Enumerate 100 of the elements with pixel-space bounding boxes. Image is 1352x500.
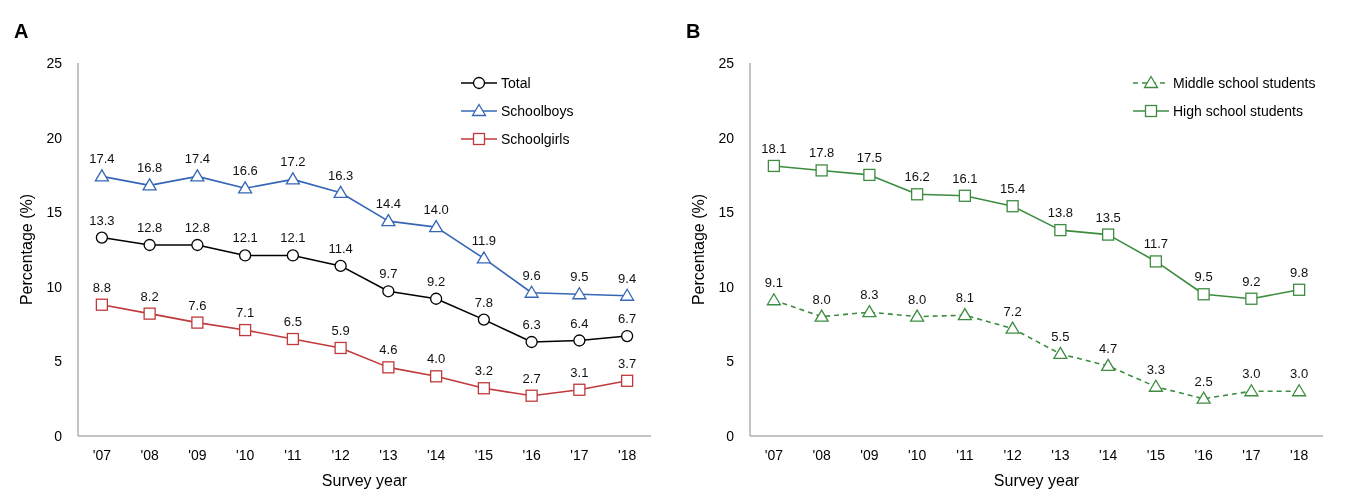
data-label: 16.1 (952, 170, 978, 186)
point (237, 181, 253, 194)
data-label: 5.9 (331, 322, 350, 338)
data-label: 9.8 (1290, 264, 1309, 280)
y-tick-label: 5 (54, 353, 63, 370)
x-tick-label: '18 (1290, 447, 1309, 463)
point (95, 231, 109, 244)
point (382, 361, 395, 374)
data-label: 2.5 (1194, 373, 1213, 389)
y-tick-label: 20 (718, 129, 735, 146)
data-label: 12.8 (184, 220, 211, 236)
point (1291, 384, 1307, 397)
y-tick-label: 10 (718, 278, 735, 295)
point (957, 308, 973, 321)
point (334, 341, 347, 355)
data-label: 8.0 (908, 291, 927, 307)
y-tick-label: 25 (46, 54, 63, 71)
x-tick-label: '13 (379, 447, 398, 463)
data-label: 9.5 (1194, 269, 1213, 285)
data-label: 13.3 (89, 212, 115, 228)
point (910, 188, 924, 201)
x-tick-label: '10 (908, 447, 927, 463)
point (1005, 321, 1020, 334)
data-label: 7.6 (188, 297, 207, 313)
x-tick-label: '12 (1003, 447, 1022, 463)
data-label: 6.4 (570, 315, 589, 331)
point (476, 251, 492, 264)
point (1197, 288, 1210, 301)
x-axis-title: Survey year (993, 472, 1080, 489)
data-label: 9.1 (764, 275, 783, 291)
chart-title: B (686, 20, 701, 42)
data-label: 6.3 (522, 317, 541, 332)
y-axis-title: Percentage (%) (690, 193, 707, 306)
x-tick-label: '09 (860, 447, 879, 463)
point (381, 214, 396, 227)
point (1292, 283, 1306, 296)
data-label: 4.7 (1099, 340, 1118, 356)
x-tick-label: '17 (570, 447, 589, 463)
point (1148, 379, 1164, 392)
data-label: 12.8 (136, 220, 163, 236)
data-label: 3.0 (1290, 366, 1309, 382)
data-label: 3.7 (618, 355, 637, 371)
data-label: 12.1 (232, 230, 258, 246)
point (525, 335, 538, 349)
x-tick-label: '08 (812, 447, 831, 463)
data-label: 13.5 (1095, 209, 1121, 225)
data-label: 8.3 (860, 287, 879, 303)
point (286, 332, 300, 346)
x-axis-title: Survey year (321, 472, 408, 489)
data-label: 16.8 (136, 160, 163, 176)
data-label: 17.4 (184, 151, 211, 167)
legend-label: Schoolboys (501, 102, 574, 119)
point (1054, 223, 1067, 237)
point (190, 169, 205, 182)
legend-label: Total (501, 74, 531, 91)
point (191, 316, 204, 329)
x-tick-label: '16 (522, 447, 541, 463)
data-label: 16.3 (327, 167, 354, 183)
data-label: 3.3 (1146, 361, 1165, 377)
point (767, 159, 781, 173)
point (1006, 200, 1019, 213)
y-axis-title: Percentage (%) (18, 193, 35, 306)
y-tick-label: 0 (726, 427, 735, 444)
point (143, 238, 156, 252)
data-label: 15.4 (999, 181, 1026, 197)
x-tick-label: '15 (474, 447, 494, 463)
data-label: 16.2 (904, 169, 930, 185)
point (334, 259, 347, 273)
data-label: 11.7 (1143, 236, 1169, 252)
point (1101, 228, 1115, 241)
data-label: 11.9 (471, 233, 497, 249)
data-label: 9.2 (427, 273, 446, 289)
y-tick-label: 5 (726, 353, 735, 370)
x-tick-label: '17 (1242, 447, 1261, 463)
point (142, 178, 157, 191)
point (1196, 391, 1211, 404)
point (1245, 292, 1258, 305)
point (863, 168, 876, 182)
y-tick-label: 20 (46, 129, 63, 146)
point (429, 370, 443, 383)
y-tick-label: 15 (718, 204, 735, 221)
data-label: 9.5 (570, 269, 589, 285)
data-label: 8.1 (955, 290, 974, 306)
point (573, 383, 586, 396)
data-label: 13.8 (1047, 205, 1074, 221)
data-label: 8.0 (812, 291, 831, 307)
point (814, 309, 829, 322)
data-label: 3.2 (474, 363, 493, 379)
y-tick-label: 10 (46, 278, 63, 295)
data-label: 7.1 (236, 305, 255, 321)
x-tick-label: '10 (236, 447, 255, 463)
point (572, 287, 587, 300)
x-tick-label: '18 (618, 447, 637, 463)
point (1244, 384, 1259, 397)
x-tick-label: '16 (1194, 447, 1213, 463)
legend-label: Middle school students (1173, 74, 1316, 91)
point (619, 288, 635, 301)
x-tick-label: '11 (956, 447, 974, 463)
data-label: 17.8 (808, 145, 835, 161)
x-tick-label: '09 (188, 447, 207, 463)
